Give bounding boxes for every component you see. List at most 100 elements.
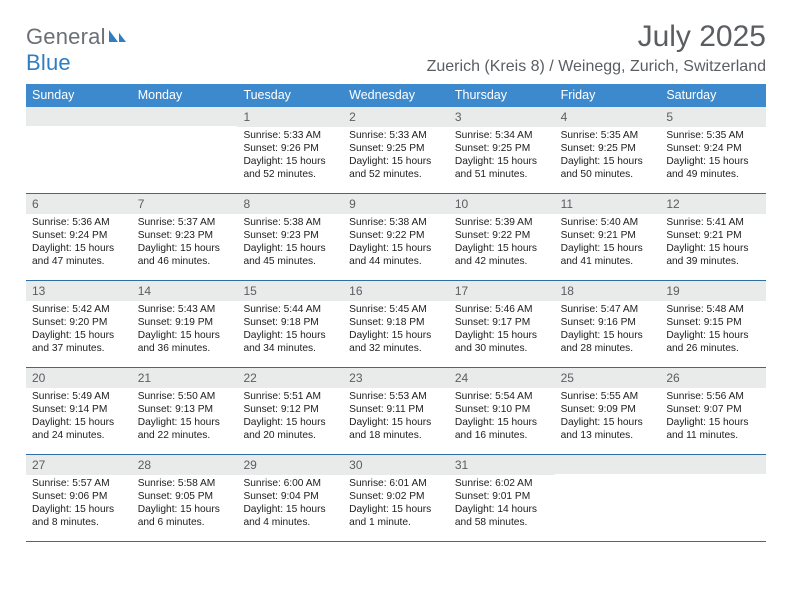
day-number: 7: [132, 194, 238, 214]
sunset-text: Sunset: 9:09 PM: [561, 403, 655, 416]
day-number: 26: [660, 368, 766, 388]
sunset-text: Sunset: 9:23 PM: [138, 229, 232, 242]
daylight-text: Daylight: 15 hours and 18 minutes.: [349, 416, 443, 442]
logo-word1: General: [26, 24, 106, 49]
sunrise-text: Sunrise: 5:38 AM: [243, 216, 337, 229]
daylight-text: Daylight: 15 hours and 41 minutes.: [561, 242, 655, 268]
day-cell: 8Sunrise: 5:38 AMSunset: 9:23 PMDaylight…: [237, 194, 343, 280]
sunset-text: Sunset: 9:22 PM: [349, 229, 443, 242]
day-number: 8: [237, 194, 343, 214]
sunrise-text: Sunrise: 5:57 AM: [32, 477, 126, 490]
day-cell: 10Sunrise: 5:39 AMSunset: 9:22 PMDayligh…: [449, 194, 555, 280]
sunset-text: Sunset: 9:20 PM: [32, 316, 126, 329]
day-number: 6: [26, 194, 132, 214]
day-body: Sunrise: 5:46 AMSunset: 9:17 PMDaylight:…: [449, 301, 555, 361]
logo: GeneralBlue: [26, 24, 127, 76]
day-number: 3: [449, 107, 555, 127]
day-cell: 3Sunrise: 5:34 AMSunset: 9:25 PMDaylight…: [449, 107, 555, 193]
month-title: July 2025: [427, 20, 766, 54]
day-cell: 22Sunrise: 5:51 AMSunset: 9:12 PMDayligh…: [237, 368, 343, 454]
sunrise-text: Sunrise: 5:50 AM: [138, 390, 232, 403]
sunrise-text: Sunrise: 5:48 AM: [666, 303, 760, 316]
sunrise-text: Sunrise: 6:00 AM: [243, 477, 337, 490]
sunrise-text: Sunrise: 5:34 AM: [455, 129, 549, 142]
day-header-cell: Friday: [555, 84, 661, 107]
week-row: 13Sunrise: 5:42 AMSunset: 9:20 PMDayligh…: [26, 281, 766, 368]
day-cell: 28Sunrise: 5:58 AMSunset: 9:05 PMDayligh…: [132, 455, 238, 541]
day-number: 19: [660, 281, 766, 301]
daylight-text: Daylight: 15 hours and 51 minutes.: [455, 155, 549, 181]
day-cell: 6Sunrise: 5:36 AMSunset: 9:24 PMDaylight…: [26, 194, 132, 280]
day-cell: 9Sunrise: 5:38 AMSunset: 9:22 PMDaylight…: [343, 194, 449, 280]
daylight-text: Daylight: 15 hours and 6 minutes.: [138, 503, 232, 529]
day-body: Sunrise: 5:47 AMSunset: 9:16 PMDaylight:…: [555, 301, 661, 361]
sunset-text: Sunset: 9:21 PM: [666, 229, 760, 242]
day-cell: 5Sunrise: 5:35 AMSunset: 9:24 PMDaylight…: [660, 107, 766, 193]
day-cell: 1Sunrise: 5:33 AMSunset: 9:26 PMDaylight…: [237, 107, 343, 193]
week-row: 27Sunrise: 5:57 AMSunset: 9:06 PMDayligh…: [26, 455, 766, 542]
daylight-text: Daylight: 15 hours and 30 minutes.: [455, 329, 549, 355]
day-body: Sunrise: 5:33 AMSunset: 9:25 PMDaylight:…: [343, 127, 449, 187]
day-body: Sunrise: 5:34 AMSunset: 9:25 PMDaylight:…: [449, 127, 555, 187]
day-cell: [26, 107, 132, 193]
sunrise-text: Sunrise: 5:51 AM: [243, 390, 337, 403]
day-cell: 30Sunrise: 6:01 AMSunset: 9:02 PMDayligh…: [343, 455, 449, 541]
day-body: [555, 474, 661, 534]
sunrise-text: Sunrise: 5:54 AM: [455, 390, 549, 403]
sunset-text: Sunset: 9:05 PM: [138, 490, 232, 503]
day-header-row: SundayMondayTuesdayWednesdayThursdayFrid…: [26, 84, 766, 107]
daylight-text: Daylight: 15 hours and 1 minute.: [349, 503, 443, 529]
day-number: 16: [343, 281, 449, 301]
day-header-cell: Monday: [132, 84, 238, 107]
day-number: 31: [449, 455, 555, 475]
day-number: 11: [555, 194, 661, 214]
day-body: Sunrise: 5:38 AMSunset: 9:23 PMDaylight:…: [237, 214, 343, 274]
sunrise-text: Sunrise: 5:45 AM: [349, 303, 443, 316]
day-cell: 13Sunrise: 5:42 AMSunset: 9:20 PMDayligh…: [26, 281, 132, 367]
day-header-cell: Tuesday: [237, 84, 343, 107]
sunrise-text: Sunrise: 5:33 AM: [243, 129, 337, 142]
logo-text: GeneralBlue: [26, 24, 127, 76]
sunrise-text: Sunrise: 5:46 AM: [455, 303, 549, 316]
calendar-grid: SundayMondayTuesdayWednesdayThursdayFrid…: [26, 84, 766, 542]
week-row: 20Sunrise: 5:49 AMSunset: 9:14 PMDayligh…: [26, 368, 766, 455]
title-block: July 2025 Zuerich (Kreis 8) / Weinegg, Z…: [427, 20, 766, 76]
day-body: Sunrise: 5:48 AMSunset: 9:15 PMDaylight:…: [660, 301, 766, 361]
day-body: Sunrise: 5:33 AMSunset: 9:26 PMDaylight:…: [237, 127, 343, 187]
daylight-text: Daylight: 15 hours and 50 minutes.: [561, 155, 655, 181]
day-body: Sunrise: 5:50 AMSunset: 9:13 PMDaylight:…: [132, 388, 238, 448]
day-cell: 31Sunrise: 6:02 AMSunset: 9:01 PMDayligh…: [449, 455, 555, 541]
day-body: Sunrise: 5:37 AMSunset: 9:23 PMDaylight:…: [132, 214, 238, 274]
sail-icon: [107, 24, 127, 50]
sunrise-text: Sunrise: 5:40 AM: [561, 216, 655, 229]
sunrise-text: Sunrise: 5:47 AM: [561, 303, 655, 316]
day-body: Sunrise: 5:35 AMSunset: 9:24 PMDaylight:…: [660, 127, 766, 187]
daylight-text: Daylight: 15 hours and 52 minutes.: [243, 155, 337, 181]
day-cell: 7Sunrise: 5:37 AMSunset: 9:23 PMDaylight…: [132, 194, 238, 280]
day-cell: 11Sunrise: 5:40 AMSunset: 9:21 PMDayligh…: [555, 194, 661, 280]
day-header-cell: Wednesday: [343, 84, 449, 107]
daylight-text: Daylight: 15 hours and 46 minutes.: [138, 242, 232, 268]
day-number: 18: [555, 281, 661, 301]
daylight-text: Daylight: 15 hours and 13 minutes.: [561, 416, 655, 442]
day-cell: 2Sunrise: 5:33 AMSunset: 9:25 PMDaylight…: [343, 107, 449, 193]
day-body: Sunrise: 5:54 AMSunset: 9:10 PMDaylight:…: [449, 388, 555, 448]
day-number: 2: [343, 107, 449, 127]
sunset-text: Sunset: 9:18 PM: [243, 316, 337, 329]
sunrise-text: Sunrise: 5:33 AM: [349, 129, 443, 142]
daylight-text: Daylight: 15 hours and 52 minutes.: [349, 155, 443, 181]
daylight-text: Daylight: 15 hours and 44 minutes.: [349, 242, 443, 268]
day-number: 27: [26, 455, 132, 475]
daylight-text: Daylight: 15 hours and 22 minutes.: [138, 416, 232, 442]
day-cell: 25Sunrise: 5:55 AMSunset: 9:09 PMDayligh…: [555, 368, 661, 454]
location-subtitle: Zuerich (Kreis 8) / Weinegg, Zurich, Swi…: [427, 58, 766, 76]
day-body: Sunrise: 5:45 AMSunset: 9:18 PMDaylight:…: [343, 301, 449, 361]
day-cell: 29Sunrise: 6:00 AMSunset: 9:04 PMDayligh…: [237, 455, 343, 541]
daylight-text: Daylight: 15 hours and 34 minutes.: [243, 329, 337, 355]
day-cell: 14Sunrise: 5:43 AMSunset: 9:19 PMDayligh…: [132, 281, 238, 367]
daylight-text: Daylight: 15 hours and 45 minutes.: [243, 242, 337, 268]
day-body: [26, 126, 132, 186]
day-number: 10: [449, 194, 555, 214]
sunrise-text: Sunrise: 5:43 AM: [138, 303, 232, 316]
daylight-text: Daylight: 15 hours and 47 minutes.: [32, 242, 126, 268]
